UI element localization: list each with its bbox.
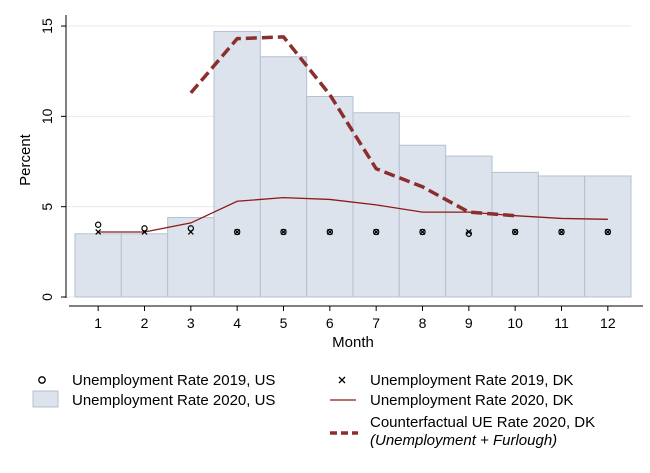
bars-us-2020 [74, 30, 632, 298]
y-tick-label: 15 [39, 18, 55, 34]
legend-marker-dk-2019 [338, 376, 346, 384]
marker-us-2019 [233, 228, 241, 236]
marker-dk-2019 [280, 229, 287, 235]
legend-label-dk-2020: Unemployment Rate 2020, DK [370, 392, 573, 409]
markers [94, 221, 612, 237]
bar-us-2020 [537, 175, 586, 298]
x-tick-label: 10 [507, 315, 523, 331]
marker-dk-2019 [419, 229, 426, 235]
bar-us-2020 [398, 144, 447, 298]
x-axis-label: Month [332, 334, 374, 351]
legend-label-counterfactual: Counterfactual UE Rate 2020, DK [370, 414, 595, 431]
marker-dk-2019 [326, 229, 333, 235]
marker-us-2019 [511, 228, 519, 236]
bar-us-2020 [213, 30, 261, 298]
marker-us-2019 [372, 228, 380, 236]
bar-us-2020 [167, 217, 215, 298]
marker-dk-2019 [512, 229, 519, 235]
marker-dk-2019-stroke [187, 229, 194, 235]
y-axis-label: Percent [17, 133, 34, 186]
bar-us-2020 [259, 56, 308, 298]
x-tick-label: 8 [419, 315, 427, 331]
marker-us-2019 [141, 225, 148, 232]
marker-dk-2019 [465, 229, 472, 235]
bar-us-2020 [584, 175, 632, 298]
x-tick-label: 7 [372, 315, 380, 331]
x-tick-label: 5 [280, 315, 288, 331]
marker-dk-2019-stroke [419, 229, 426, 235]
line-dk-2020 [98, 196, 608, 233]
x-tick-label: 2 [141, 315, 149, 331]
marker-us-2019 [187, 225, 195, 232]
marker-us-2019 [558, 228, 565, 236]
x-tick-label: 11 [554, 315, 569, 331]
marker-dk-2019-stroke [604, 229, 611, 235]
legend-swatch-us-2020 [32, 390, 59, 408]
legend-label-dk-2019: Unemployment Rate 2019, DK [370, 372, 573, 389]
marker-dk-2019-stroke [512, 229, 519, 235]
bar-us-2020 [306, 95, 354, 298]
marker-dk-2019 [141, 229, 148, 235]
marker-dk-2019 [558, 229, 565, 235]
marker-dk-2019 [187, 229, 194, 235]
legend: Unemployment Rate 2019, US Unemployment … [32, 372, 595, 449]
legend-sublabel-counterfactual: (Unemployment + Furlough) [370, 432, 557, 449]
x-tick-label: 3 [187, 315, 195, 331]
bar-us-2020 [74, 233, 122, 298]
marker-dk-2019 [234, 229, 241, 235]
bar-us-2020 [445, 155, 493, 298]
legend-label-us-2019: Unemployment Rate 2019, US [72, 372, 275, 389]
x-tick-label: 6 [326, 315, 334, 331]
marker-dk-2019-stroke [558, 229, 565, 235]
bar-us-2020 [120, 233, 169, 298]
marker-us-2019 [94, 221, 102, 228]
legend-marker-us-2019 [38, 376, 46, 384]
marker-us-2019 [326, 228, 334, 236]
marker-dk-2019-stroke [141, 229, 148, 235]
marker-dk-2019-stroke [465, 229, 472, 235]
x-tick-label: 4 [233, 315, 241, 331]
marker-us-2019 [280, 228, 287, 236]
x-tick-label: 1 [94, 315, 102, 331]
line-counterfactual [189, 35, 516, 218]
marker-dk-2019-stroke [373, 229, 380, 235]
marker-dk-2019-stroke [280, 229, 287, 235]
x-tick-label: 9 [465, 315, 473, 331]
marker-dk-2019-stroke [326, 229, 333, 235]
marker-dk-2019 [604, 229, 611, 235]
marker-us-2019 [604, 228, 612, 236]
y-tick-label: 10 [39, 108, 55, 124]
marker-dk-2019-stroke [234, 229, 241, 235]
marker-dk-2019 [95, 229, 102, 235]
legend-label-us-2020: Unemployment Rate 2020, US [72, 392, 275, 409]
marker-us-2019 [419, 228, 426, 236]
marker-dk-2019 [373, 229, 380, 235]
y-tick-label: 5 [39, 203, 55, 211]
lines [98, 35, 608, 233]
x-tick-label: 12 [600, 315, 616, 331]
y-tick-label: 0 [39, 293, 55, 301]
marker-dk-2019-stroke [95, 229, 102, 235]
